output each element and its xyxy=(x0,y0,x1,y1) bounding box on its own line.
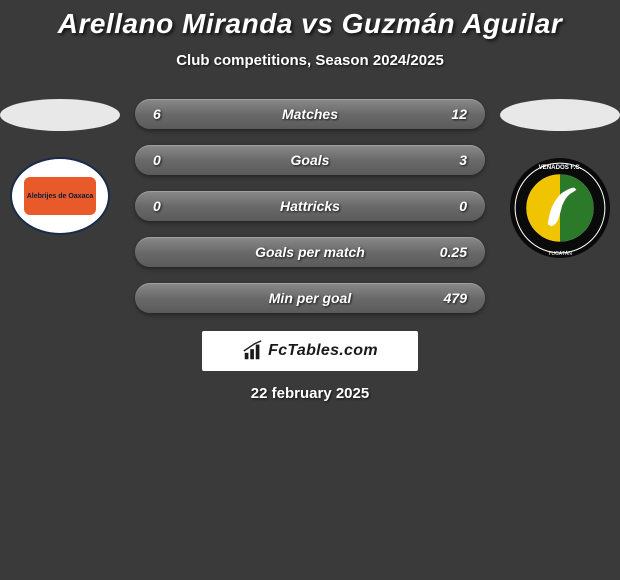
svg-text:VENADOS F.C.: VENADOS F.C. xyxy=(539,164,582,171)
right-player-photo-placeholder xyxy=(500,99,620,131)
right-player-block: VENADOS F.C. YUCATÁN xyxy=(500,99,620,259)
branding-label: FcTables.com xyxy=(268,342,378,360)
season-subtitle: Club competitions, Season 2024/2025 xyxy=(0,52,620,69)
stat-left-value: 0 xyxy=(153,198,161,214)
stat-right-value: 0.25 xyxy=(440,244,467,260)
branding-box[interactable]: FcTables.com xyxy=(202,331,418,371)
left-team-badge: Alebrijes de Oaxaca xyxy=(10,157,110,235)
left-player-photo-placeholder xyxy=(0,99,120,131)
main-area: Alebrijes de Oaxaca 6 Matches 12 0 Goals 3 0 Ha… xyxy=(0,99,620,319)
stat-row: 6 Matches 12 xyxy=(135,99,485,129)
stat-label: Hattricks xyxy=(280,198,340,214)
chart-icon xyxy=(242,340,264,362)
stat-row: 0 Goals 3 xyxy=(135,145,485,175)
stat-row: 0 Hattricks 0 xyxy=(135,191,485,221)
stats-column: 6 Matches 12 0 Goals 3 0 Hattricks 0 Goals per ma… xyxy=(135,99,485,329)
stat-label: Goals per match xyxy=(255,244,365,260)
comparison-card: Arellano Miranda vs Guzmán Aguilar Club … xyxy=(0,0,620,402)
page-title: Arellano Miranda vs Guzmán Aguilar xyxy=(0,8,620,40)
stat-row: Goals per match 0.25 xyxy=(135,237,485,267)
stat-right-value: 3 xyxy=(459,152,467,168)
stat-left-value: 0 xyxy=(153,152,161,168)
stat-label: Goals xyxy=(291,152,330,168)
right-team-badge: VENADOS F.C. YUCATÁN xyxy=(509,157,611,259)
stat-right-value: 479 xyxy=(444,290,467,306)
right-team-badge-svg: VENADOS F.C. YUCATÁN xyxy=(509,157,611,259)
left-team-badge-label: Alebrijes de Oaxaca xyxy=(24,177,96,215)
date-line: 22 february 2025 xyxy=(0,385,620,402)
stat-label: Min per goal xyxy=(269,290,351,306)
stat-right-value: 0 xyxy=(459,198,467,214)
stat-row: Min per goal 479 xyxy=(135,283,485,313)
stat-label: Matches xyxy=(282,106,338,122)
svg-text:YUCATÁN: YUCATÁN xyxy=(548,250,572,257)
stat-right-value: 12 xyxy=(451,106,467,122)
left-player-block: Alebrijes de Oaxaca xyxy=(0,99,120,235)
stat-left-value: 6 xyxy=(153,106,161,122)
